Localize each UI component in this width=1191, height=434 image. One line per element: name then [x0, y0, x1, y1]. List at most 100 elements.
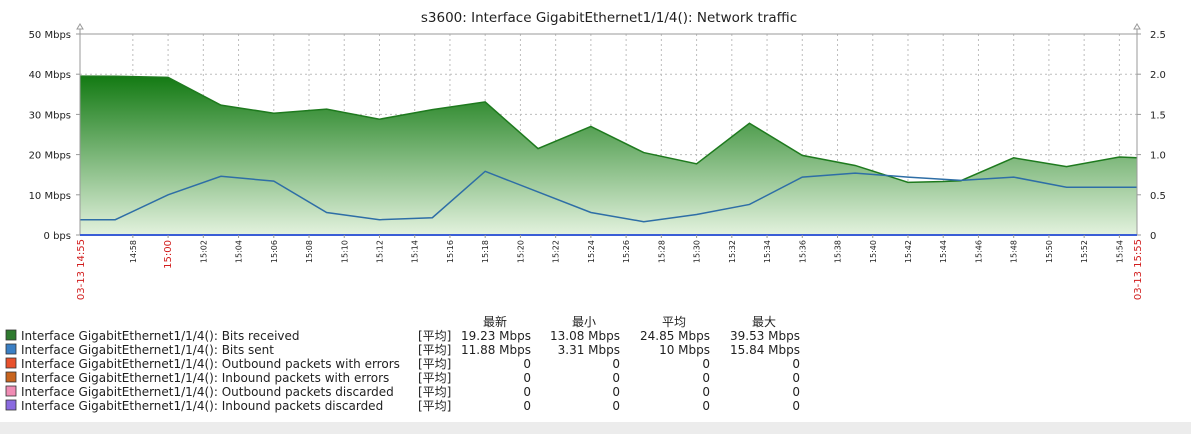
y-tick-label: 40 Mbps [29, 70, 71, 81]
x-tick-label: 15:50 [1045, 240, 1054, 263]
legend-label: Interface GigabitEthernet1/1/4(): Outbou… [21, 385, 394, 399]
legend-label: Interface GigabitEthernet1/1/4(): Outbou… [21, 357, 400, 371]
legend-value: 0 [702, 385, 710, 399]
x-tick-label: 15:34 [763, 240, 772, 263]
plot-frame [76, 23, 1141, 236]
legend-value: 10 Mbps [659, 343, 710, 357]
legend-value: 19.23 Mbps [461, 329, 531, 343]
x-tick-label: 15:44 [939, 240, 948, 263]
chart-title: s3600: Interface GigabitEthernet1/1/4():… [421, 10, 797, 26]
series-area-bits-received [80, 76, 1137, 235]
x-start-label: 03-13 14:55 [76, 239, 87, 300]
legend-function: [平均] [418, 399, 451, 413]
area-layer [79, 75, 1138, 235]
legend-label: Interface GigabitEthernet1/1/4(): Bits s… [21, 343, 274, 357]
network-traffic-chart: s3600: Interface GigabitEthernet1/1/4():… [5, 10, 1166, 413]
y-axis-right: 0 0.5 1.0 1.5 2.0 2.5 [1137, 30, 1166, 242]
y2-tick-label: 1.0 [1150, 151, 1166, 162]
footer-bar [0, 422, 1191, 434]
x-tick-label: 15:20 [516, 240, 525, 263]
legend-value: 0 [523, 371, 531, 385]
legend-function: [平均] [418, 371, 451, 385]
y-tick-label: 30 Mbps [29, 110, 71, 121]
x-tick-label: 15:26 [622, 240, 631, 263]
y2-tick-label: 0.5 [1150, 191, 1166, 202]
legend-value: 0 [612, 399, 620, 413]
series-line-bits-sent [80, 170, 1137, 223]
right-axis-arrow [1133, 23, 1141, 30]
legend-swatch [5, 399, 17, 411]
y-tick-label: 50 Mbps [29, 30, 71, 41]
legend-value: 11.88 Mbps [461, 343, 531, 357]
series-line-bits-received [79, 75, 1138, 184]
legend-function: [平均] [418, 343, 451, 357]
legend-value: 0 [612, 385, 620, 399]
legend-header: 最新 [483, 314, 507, 329]
legend-swatch [5, 343, 17, 355]
legend-value: 0 [612, 357, 620, 371]
legend-value: 0 [523, 357, 531, 371]
legend-value: 0 [792, 357, 800, 371]
legend-function: [平均] [418, 357, 451, 371]
y2-tick-label: 0 [1150, 231, 1156, 242]
x-tick-label: 15:18 [481, 240, 490, 263]
x-tick-label: 15:32 [728, 240, 737, 263]
x-tick-label: 15:08 [305, 240, 314, 263]
y2-tick-label: 1.5 [1150, 110, 1166, 121]
legend-value: 0 [702, 357, 710, 371]
x-tick-label: 15:02 [199, 240, 208, 263]
legend-value: 39.53 Mbps [730, 329, 800, 343]
legend-header: 平均 [662, 315, 686, 329]
x-tick-label: 15:54 [1115, 240, 1124, 263]
legend-swatch [5, 371, 17, 383]
x-tick-label: 15:04 [235, 240, 244, 263]
legend-value: 24.85 Mbps [640, 329, 710, 343]
x-axis: 14:58 15:00 15:02 15:04 15:06 15:08 15:10 15:12… [76, 235, 1144, 300]
legend-value: 0 [792, 385, 800, 399]
x-tick-label: 15:06 [270, 240, 279, 263]
legend-header: 最小 [572, 315, 596, 329]
x-tick-label: 15:16 [446, 240, 455, 263]
legend-function: [平均] [418, 385, 451, 399]
legend-value: 0 [702, 399, 710, 413]
legend-value: 0 [523, 385, 531, 399]
x-end-label: 03-13 15:55 [1133, 239, 1144, 300]
x-tick-label: 15:00 [163, 240, 174, 269]
legend-function: [平均] [418, 329, 451, 343]
legend-label: Interface GigabitEthernet1/1/4(): Bits r… [21, 329, 300, 343]
y2-tick-label: 2.0 [1150, 70, 1166, 81]
x-tick-label: 15:48 [1010, 240, 1019, 263]
legend-value: 15.84 Mbps [730, 343, 800, 357]
legend-value: 0 [792, 371, 800, 385]
x-tick-label: 15:22 [552, 240, 561, 263]
legend: 最新 最小 平均 最大 Interface GigabitEthernet1/1/4()… [5, 314, 800, 413]
x-tick-label: 15:40 [869, 240, 878, 263]
legend-value: 3.31 Mbps [558, 343, 620, 357]
legend-swatch [5, 385, 17, 397]
x-tick-label: 15:24 [587, 240, 596, 263]
x-tick-label: 15:46 [974, 240, 983, 263]
y-tick-label: 0 bps [44, 231, 71, 242]
legend-header: 最大 [752, 315, 776, 329]
legend-swatch [5, 357, 17, 369]
x-tick-label: 15:10 [340, 240, 349, 263]
x-tick-label: 15:12 [375, 240, 384, 263]
x-tick-label: 15:14 [411, 240, 420, 263]
legend-label: Interface GigabitEthernet1/1/4(): Inboun… [21, 371, 389, 385]
legend-label: Interface GigabitEthernet1/1/4(): Inboun… [21, 399, 383, 413]
legend-value: 0 [792, 399, 800, 413]
y2-tick-label: 2.5 [1150, 30, 1166, 41]
legend-swatch [5, 329, 17, 341]
x-tick-label: 15:36 [798, 240, 807, 263]
x-tick-label: 15:52 [1080, 240, 1089, 263]
y-tick-label: 20 Mbps [29, 151, 71, 162]
x-tick-label: 15:28 [657, 240, 666, 263]
x-tick-label: 14:58 [129, 240, 138, 263]
legend-value: 13.08 Mbps [550, 329, 620, 343]
legend-value: 0 [702, 371, 710, 385]
x-tick-label: 15:30 [693, 240, 702, 263]
legend-value: 0 [612, 371, 620, 385]
left-axis-arrow [76, 23, 84, 30]
y-tick-label: 10 Mbps [29, 191, 71, 202]
